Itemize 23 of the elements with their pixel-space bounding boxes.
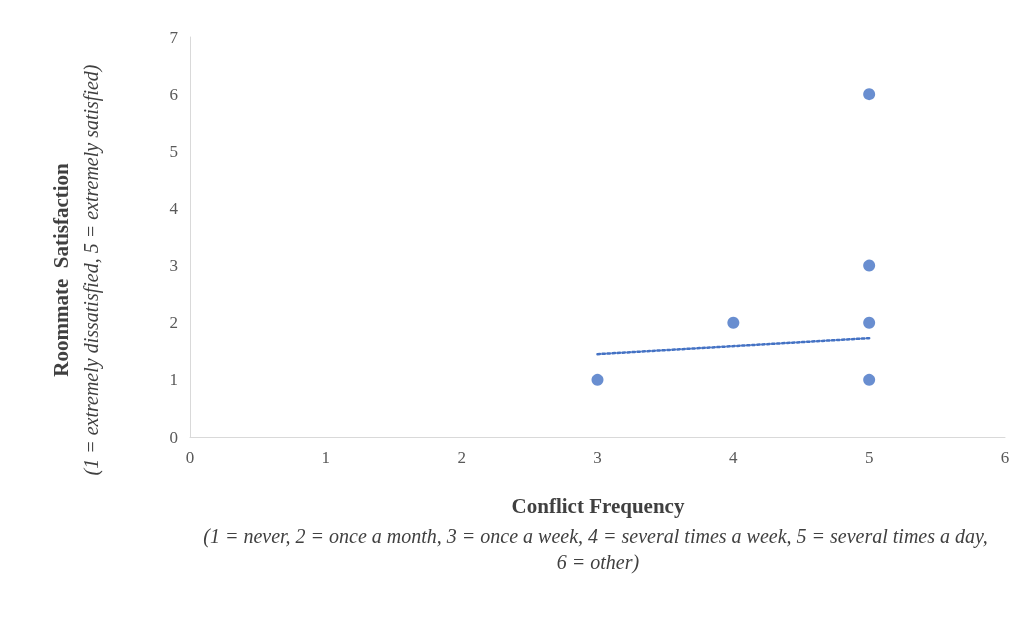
y-tick-label: 5 xyxy=(169,141,178,161)
x-tick-label: 4 xyxy=(729,448,739,467)
x-tick-label: 6 xyxy=(1000,448,1010,467)
x-tick-label: 2 xyxy=(457,448,466,467)
y-axis-title: Roommate Satisfaction (1 = extremely dissatisfied, 5 = extremely satisfied) xyxy=(48,64,103,476)
y-tick-label: 0 xyxy=(169,427,178,447)
point xyxy=(863,373,876,386)
y-tick-label: 1 xyxy=(169,370,178,390)
x-axis-title: Conflict Frequency (1 = never, 2 = once a month, 3 = once a week, 4 = several times a week, 5 = several times a day, 6 = other) xyxy=(203,493,993,574)
point xyxy=(591,373,604,386)
point xyxy=(863,88,876,101)
x-tick-label: 5 xyxy=(864,448,874,467)
y-tick-label: 7 xyxy=(169,27,179,47)
y-tick-label: 4 xyxy=(169,198,179,218)
point xyxy=(863,316,876,329)
point xyxy=(863,259,876,272)
x-tick-label: 3 xyxy=(593,448,602,467)
y-tick-label: 3 xyxy=(169,256,178,276)
point xyxy=(727,316,740,329)
x-tick-label: 0 xyxy=(185,448,195,467)
y-tick-label: 2 xyxy=(169,313,178,333)
y-tick-label: 6 xyxy=(169,84,178,104)
x-tick-label: 1 xyxy=(321,448,331,467)
